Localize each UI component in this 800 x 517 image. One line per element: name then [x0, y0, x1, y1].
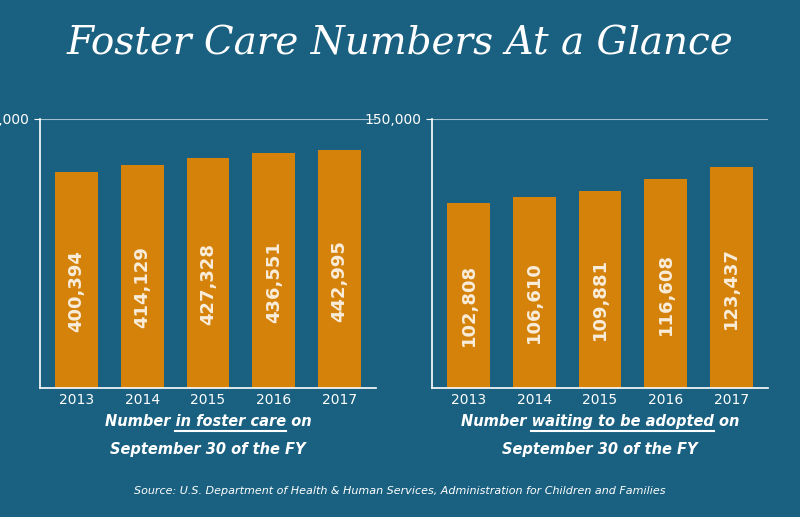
Text: Number waiting to be adopted on: Number waiting to be adopted on	[461, 414, 739, 429]
Bar	[513, 196, 556, 388]
Text: 109,881: 109,881	[591, 258, 609, 340]
Text: Source: U.S. Department of Health & Human Services, Administration for Children : Source: U.S. Department of Health & Huma…	[134, 486, 666, 496]
Text: 106,610: 106,610	[526, 261, 543, 343]
Text: September 30 of the FY: September 30 of the FY	[502, 442, 698, 457]
Bar	[578, 191, 622, 388]
Bar	[644, 179, 687, 388]
Text: Number in foster care on: Number in foster care on	[105, 414, 311, 429]
Bar	[121, 165, 164, 388]
Text: 442,995: 442,995	[330, 239, 348, 322]
Bar	[55, 173, 98, 388]
Text: 400,394: 400,394	[68, 250, 86, 332]
Text: 102,808: 102,808	[460, 264, 478, 346]
Text: 427,328: 427,328	[199, 244, 217, 325]
Bar	[318, 149, 361, 388]
Bar	[252, 153, 295, 388]
Bar	[710, 166, 753, 388]
Text: 123,437: 123,437	[722, 247, 740, 329]
Text: September 30 of the FY: September 30 of the FY	[110, 442, 306, 457]
Bar	[186, 158, 230, 388]
Bar	[447, 204, 490, 388]
Text: 116,608: 116,608	[657, 253, 674, 334]
Text: 436,551: 436,551	[265, 241, 282, 323]
Text: 414,129: 414,129	[134, 247, 151, 328]
Text: Foster Care Numbers At a Glance: Foster Care Numbers At a Glance	[66, 26, 734, 63]
